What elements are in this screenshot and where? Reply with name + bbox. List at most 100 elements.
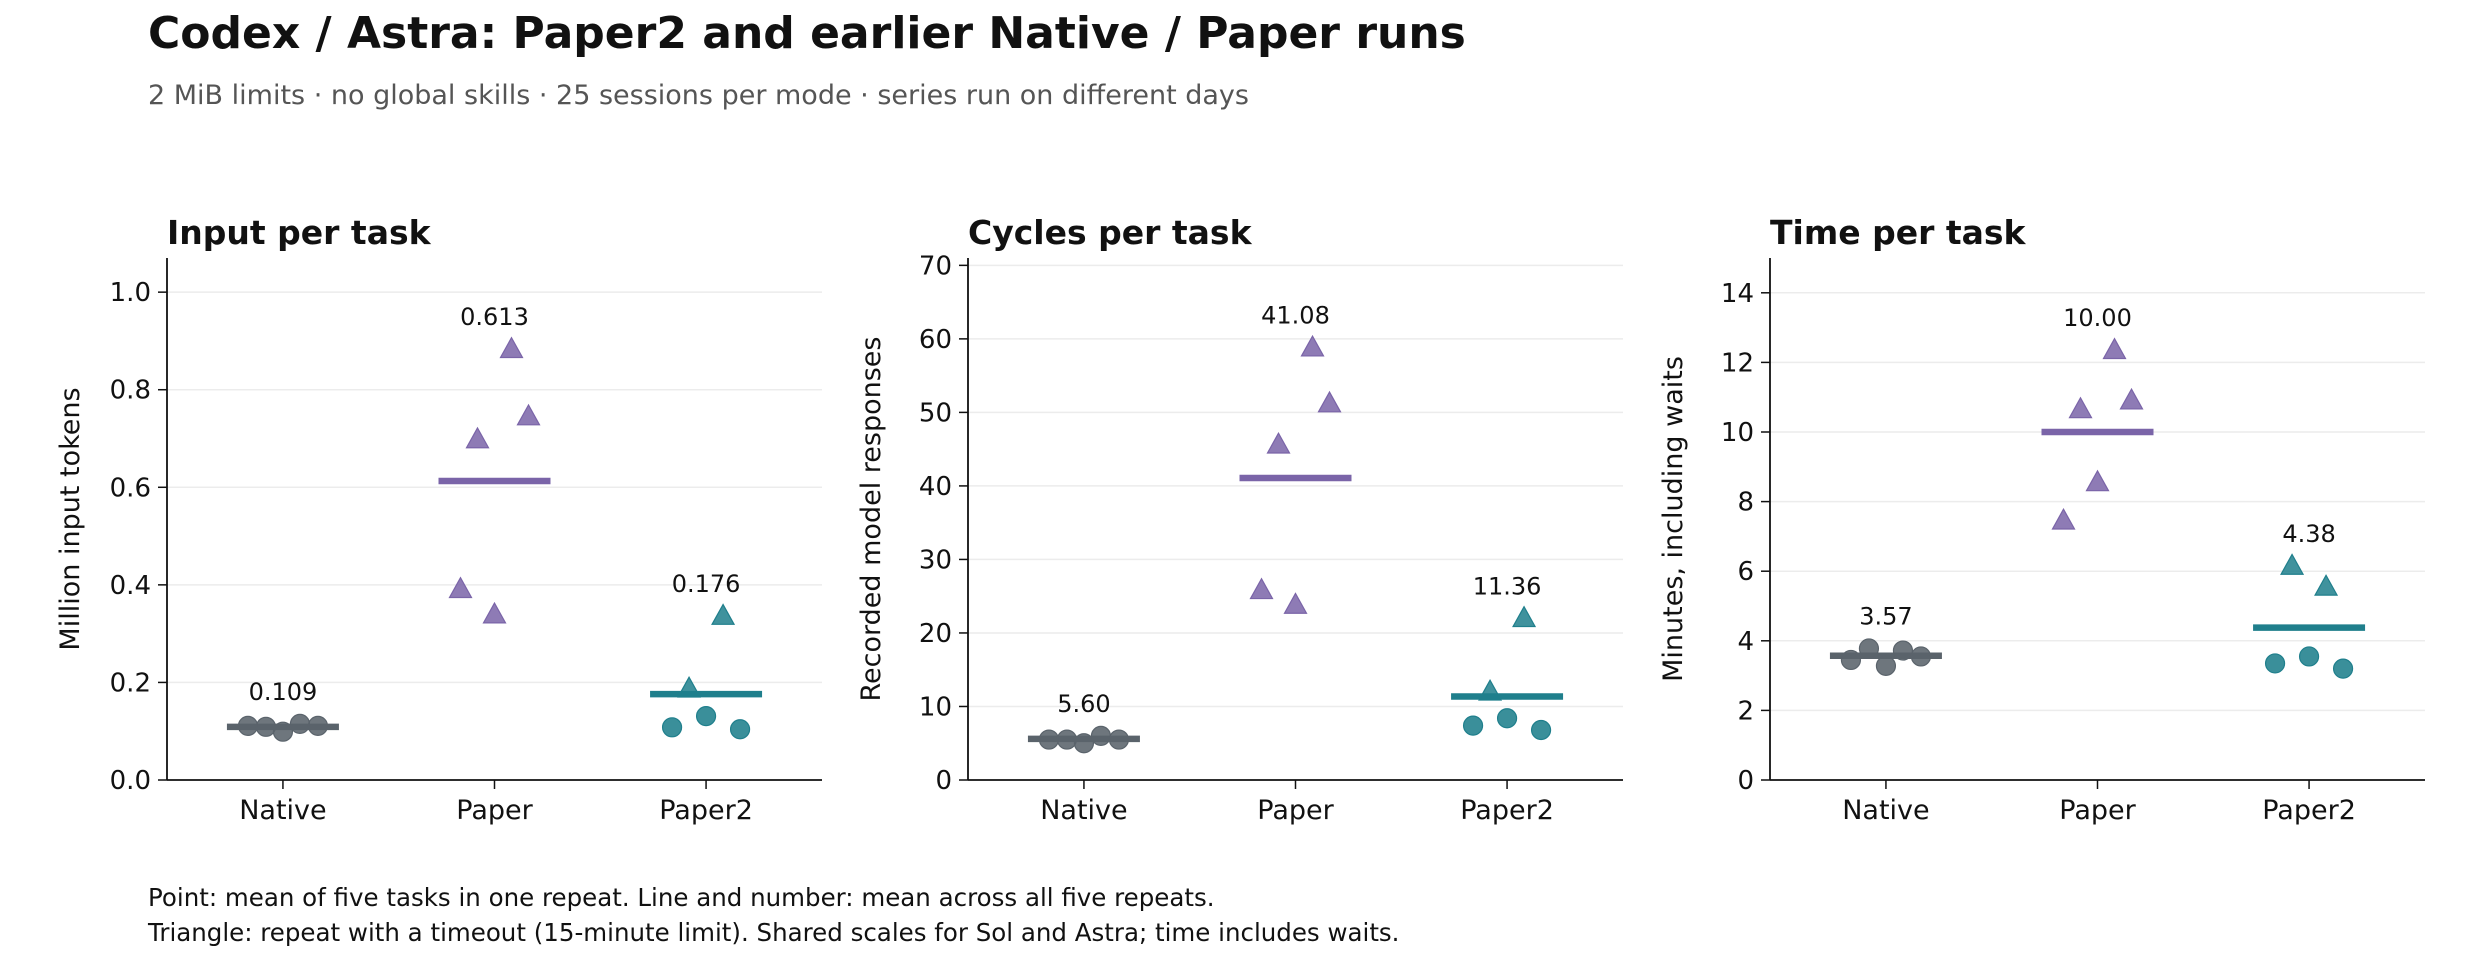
y-tick-label: 0.2	[110, 668, 151, 698]
mean-value-label: 10.00	[2063, 304, 2132, 332]
data-point-circle	[729, 719, 751, 740]
data-point-triangle	[1478, 678, 1503, 701]
data-point-circle	[1875, 655, 1897, 676]
y-tick-label: 70	[919, 251, 952, 281]
panel-title: Input per task	[167, 213, 432, 252]
data-point-triangle	[1300, 334, 1325, 357]
data-point-triangle	[1317, 390, 1342, 413]
y-tick-label: 14	[1721, 279, 1754, 309]
figure-subtitle: 2 MiB limits · no global skills · 25 ses…	[148, 80, 1249, 111]
y-tick-label: 0	[935, 766, 952, 796]
note-line-2: Triangle: repeat with a timeout (15-minu…	[148, 918, 1400, 947]
x-tick-label: Paper	[456, 795, 533, 826]
x-tick-label: Paper	[1257, 795, 1334, 826]
y-tick-label: 60	[919, 325, 952, 355]
data-point-triangle	[2051, 507, 2076, 530]
data-point-triangle	[2314, 574, 2339, 596]
mean-value-label: 4.38	[2282, 520, 2335, 548]
data-point-circle	[1910, 646, 1932, 667]
mean-value-label: 0.109	[249, 678, 318, 706]
y-tick-label: 0.0	[110, 766, 151, 796]
data-point-circle	[1840, 649, 1862, 671]
y-tick-label: 1.0	[110, 278, 151, 308]
data-point-circle	[1056, 729, 1078, 750]
data-point-circle	[1038, 729, 1060, 750]
y-tick-label: 0	[1737, 766, 1754, 796]
data-point-circle	[661, 717, 683, 738]
data-point-triangle	[516, 403, 541, 426]
y-tick-label: 10	[919, 692, 952, 722]
data-point-circle	[255, 716, 277, 737]
y-tick-label: 12	[1721, 348, 1754, 378]
data-point-circle	[2298, 646, 2320, 667]
data-point-triangle	[2085, 469, 2110, 492]
data-point-triangle	[482, 601, 507, 624]
x-tick-label: Paper	[2059, 795, 2136, 826]
data-point-triangle	[499, 336, 524, 359]
data-point-triangle	[448, 576, 473, 599]
y-tick-label: 6	[1737, 557, 1754, 587]
data-point-circle	[1108, 729, 1130, 750]
x-tick-label: Native	[1040, 795, 1127, 826]
x-tick-label: Paper2	[2262, 795, 2356, 826]
data-point-circle	[289, 713, 311, 734]
data-point-circle	[307, 715, 329, 736]
x-tick-label: Paper2	[659, 795, 753, 826]
mean-value-label: 0.176	[672, 570, 741, 598]
data-point-circle	[237, 715, 259, 736]
figure-notes: Point: mean of five tasks in one repeat.…	[148, 880, 1399, 950]
data-point-circle	[1073, 733, 1095, 754]
y-tick-label: 20	[919, 619, 952, 649]
mean-value-label: 11.36	[1473, 572, 1542, 600]
data-point-circle	[1892, 640, 1914, 661]
y-tick-label: 30	[919, 545, 952, 575]
y-tick-label: 2	[1737, 696, 1754, 726]
figure-title: Codex / Astra: Paper2 and earlier Native…	[148, 8, 1466, 59]
y-tick-label: 0.6	[110, 473, 151, 503]
chart-panel-1: Input per task 0.0 0.2 0.4 0.6 0.8 1.0 Million …	[55, 213, 822, 826]
y-tick-label: 40	[919, 472, 952, 502]
y-axis-label: Recorded model responses	[856, 337, 887, 702]
data-point-triangle	[1266, 431, 1291, 454]
mean-value-label: 5.60	[1057, 690, 1110, 718]
x-tick-label: Native	[1842, 795, 1929, 826]
data-point-triangle	[2119, 387, 2144, 410]
y-axis-label: Minutes, including waits	[1658, 356, 1689, 682]
data-point-circle	[1090, 725, 1112, 746]
y-tick-label: 50	[919, 398, 952, 428]
note-line-1: Point: mean of five tasks in one repeat.…	[148, 883, 1215, 912]
data-point-circle	[1496, 708, 1518, 729]
x-tick-label: Native	[239, 795, 326, 826]
mean-value-label: 0.613	[460, 303, 529, 331]
chart-panel-3: Time per task 0 2 4 6 8 10 12 14 Minutes, includi…	[1658, 213, 2425, 826]
data-point-circle	[2332, 658, 2354, 679]
data-point-triangle	[1512, 605, 1537, 628]
y-axis-label: Million input tokens	[55, 387, 86, 650]
mean-value-label: 3.57	[1859, 602, 1912, 630]
data-point-triangle	[1283, 592, 1308, 614]
data-point-triangle	[465, 426, 490, 449]
y-tick-label: 4	[1737, 627, 1754, 657]
data-point-triangle	[711, 603, 736, 625]
data-point-circle	[1858, 638, 1880, 659]
panel-title: Cycles per task	[968, 213, 1253, 252]
chart-panel-2: Cycles per task 0 10 20 30 40 50 60 70 Recorded m…	[856, 213, 1623, 826]
y-tick-label: 8	[1737, 488, 1754, 518]
data-point-circle	[1530, 719, 1552, 741]
data-point-triangle	[2280, 553, 2305, 575]
data-point-circle	[2264, 653, 2286, 674]
y-tick-label: 0.8	[110, 376, 151, 406]
y-tick-label: 10	[1721, 418, 1754, 448]
data-point-triangle	[677, 675, 702, 698]
data-point-circle	[1462, 715, 1484, 736]
y-tick-label: 0.4	[110, 571, 151, 601]
x-tick-label: Paper2	[1460, 795, 1554, 826]
data-point-circle	[272, 721, 294, 742]
data-point-triangle	[2102, 337, 2127, 360]
panel-title: Time per task	[1770, 213, 2027, 252]
data-point-triangle	[2068, 396, 2093, 419]
data-point-circle	[695, 705, 717, 727]
mean-value-label: 41.08	[1261, 302, 1330, 330]
data-point-triangle	[1249, 577, 1274, 600]
